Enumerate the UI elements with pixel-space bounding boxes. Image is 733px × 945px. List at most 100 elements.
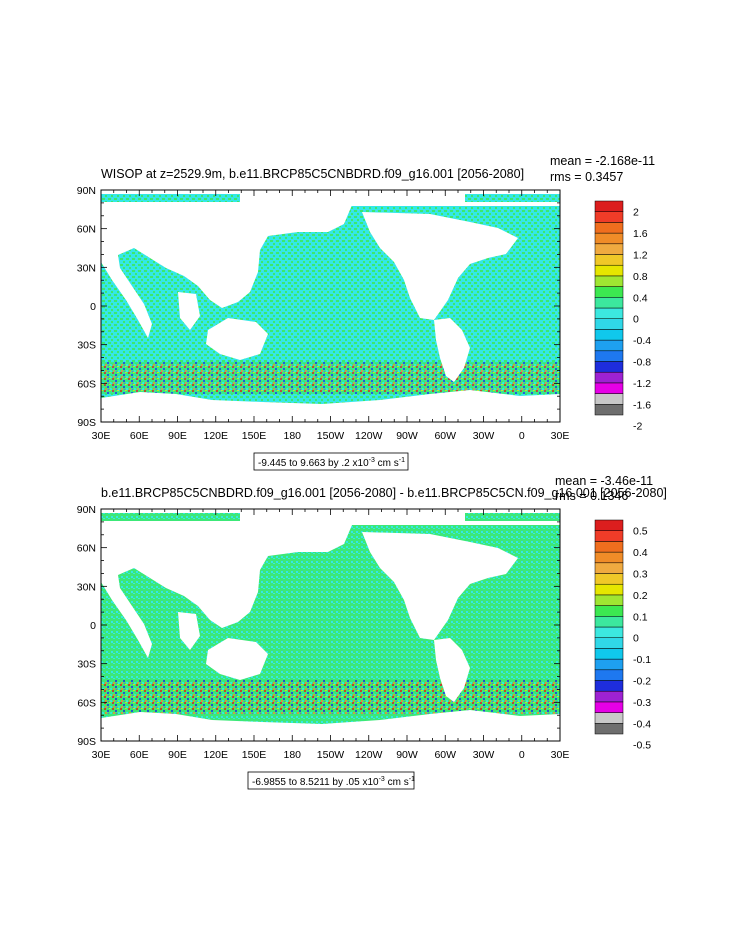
colorbar-box [594,562,624,574]
colorbar-label: 0 [633,633,639,645]
lat-tick-label: 30N [77,581,96,593]
colorbar-box [594,232,624,245]
lon-tick-label: 30W [473,430,495,442]
colorbar-box [594,382,624,394]
panel-2-contour-units: cm s [385,777,409,788]
colorbar-box [594,200,624,212]
colorbar-box [594,551,624,564]
colorbar-box [594,583,624,596]
colorbar-box [594,530,624,542]
lon-tick-label: 180 [283,430,301,442]
colorbar-box [594,211,624,223]
colorbar-box [594,361,624,373]
map-panel-2: b.e11.BRCP85C5CNBDRD.f09_g16.001 [2056-2… [77,474,667,790]
colorbar-label: 0.4 [633,547,648,559]
panel-2-colorbar: 0.5 0.4 0.3 0.2 0.1 0 -0.1 -0.2 -0.3 -0.4 -0.5 [594,519,651,752]
lon-tick-label: 30E [92,749,111,761]
colorbar-label: 0.3 [633,569,648,581]
colorbar-label: 1.2 [633,250,648,262]
panel-1-southern-ocean [101,362,560,394]
lon-tick-label: 150E [242,430,267,442]
panel-1-contour-exp: -3 [369,457,375,464]
colorbar-label: 1.6 [633,228,648,240]
colorbar-box [594,626,624,638]
colorbar-box [594,680,624,692]
lat-tick-label: 30N [77,262,96,274]
colorbar-label: -0.4 [633,718,651,730]
panel-1-contour-info: -9.445 to 9.663 by .2 x10-3 cm s-1 [253,452,409,471]
colorbar-box [594,690,624,703]
lon-tick-label: 150E [242,749,267,761]
lon-tick-label: 90W [396,430,418,442]
colorbar-box [594,701,624,713]
lon-tick-label: 30E [551,430,570,442]
colorbar-label: 0.2 [633,590,648,602]
colorbar-box [594,616,624,628]
colorbar-label: -0.3 [633,697,651,709]
lon-tick-label: 90W [396,749,418,761]
colorbar-label: 0 [633,314,639,326]
colorbar-box [594,243,624,255]
lat-tick-label: 60S [77,697,96,709]
colorbar-box [594,393,624,405]
panel-1-contour-units: cm s [375,458,399,469]
lon-tick-label: 120E [203,749,228,761]
lat-tick-label: 30S [77,340,96,352]
colorbar-box [594,594,624,606]
lon-tick-label: 30E [92,430,111,442]
colorbar-label: 0.5 [633,526,648,538]
colorbar-box [594,404,624,416]
panel-1-title: WISOP at z=2529.9m, b.e11.BRCP85C5CNBDRD… [101,167,524,181]
colorbar-box [594,371,624,384]
panel-1-contour-text: -9.445 to 9.663 by .2 x10 [258,458,369,469]
colorbar-box [594,658,624,671]
colorbar-label: -1.6 [633,399,651,411]
panel-2-contour-units-exp: -1 [409,776,415,783]
panel-1-contour-units-exp: -1 [399,457,405,464]
lat-tick-label: 90S [77,736,96,748]
lon-tick-label: 150W [317,749,345,761]
colorbar-box [594,222,624,234]
panel-2-ticks [100,508,561,742]
colorbar-box [594,519,624,531]
colorbar-label: -0.4 [633,335,651,347]
panel-1-arctic-strip-west [106,194,240,202]
lon-tick-label: 60E [130,430,149,442]
lat-tick-label: 60S [77,378,96,390]
colorbar-box [594,723,624,735]
colorbar-label: 0.8 [633,271,648,283]
colorbar-label: -0.5 [633,740,651,752]
colorbar-box [594,264,624,277]
colorbar-label: -2 [633,421,642,433]
panel-2-mean: mean = -3.46e-11 [555,474,653,488]
lon-tick-label: 60E [130,749,149,761]
colorbar-label: -0.2 [633,676,651,688]
colorbar-box [594,637,624,649]
lon-tick-label: 60W [434,430,456,442]
lat-tick-label: 60N [77,543,96,555]
lon-tick-label: 180 [283,749,301,761]
map-panel-1: WISOP at z=2529.9m, b.e11.BRCP85C5CNBDRD… [77,154,655,471]
svg-text:-6.9855 to 8.5211 by .05 x10-3: -6.9855 to 8.5211 by .05 x10-3 cm s-1 [252,776,415,788]
lon-tick-label: 30W [473,749,495,761]
panel-1-arctic-strip-east [465,194,557,202]
lat-tick-label: 0 [90,301,96,313]
panel-1-ticks [100,189,561,423]
panel-2-contour-info: -6.9855 to 8.5211 by .05 x10-3 cm s-1 [247,771,415,790]
lon-tick-label: 0 [519,749,525,761]
lon-tick-label: 120W [355,749,383,761]
colorbar-box [594,297,624,309]
lat-tick-label: 60N [77,224,96,236]
panel-2-southern-ocean [101,680,560,714]
panel-1-mean: mean = -2.168e-11 [550,154,655,168]
lat-tick-label: 90N [77,185,96,197]
colorbar-box [594,275,624,287]
panel-2-rms: rms = 0.1346 [555,489,628,503]
lon-tick-label: 120W [355,430,383,442]
colorbar-box [594,350,624,362]
lon-tick-label: 90E [168,749,187,761]
lon-tick-label: 150W [317,430,345,442]
colorbar-box [594,712,624,724]
lon-tick-label: 90E [168,430,187,442]
